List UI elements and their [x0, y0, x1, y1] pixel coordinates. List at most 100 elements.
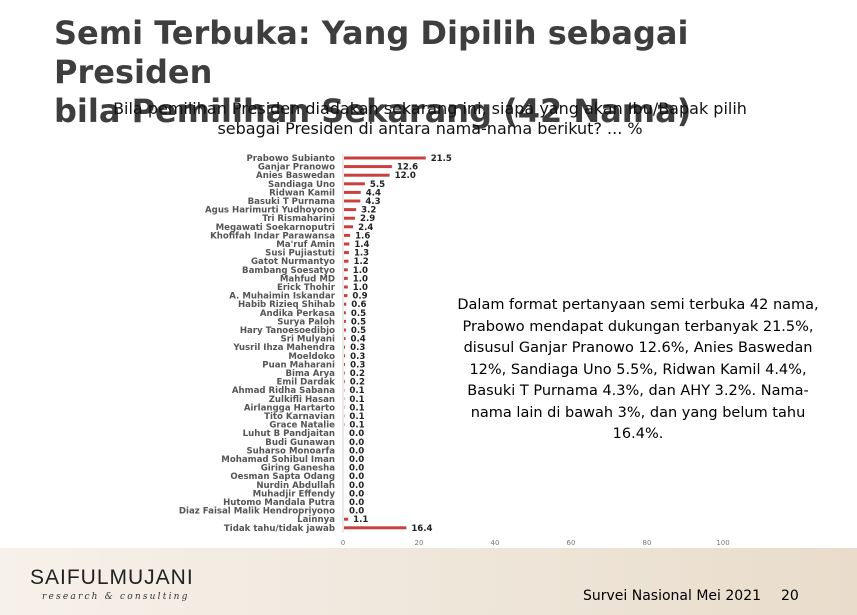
data-label: 0.2 [350, 378, 365, 388]
category-label: Muhadjir Effendy [253, 489, 336, 499]
data-label: 0.1 [349, 421, 364, 431]
bar [344, 285, 348, 289]
category-label: Luhut B Pandjaitan [243, 429, 335, 439]
category-label: Budi Gunawan [265, 438, 335, 448]
category-label: Emil Dardak [276, 378, 335, 388]
data-label: 0.0 [349, 438, 364, 448]
category-label: Ma'ruf Amin [276, 240, 335, 250]
category-label: Hutomo Mandala Putra [223, 498, 335, 508]
bar [344, 294, 348, 298]
data-label: 0.0 [349, 429, 364, 439]
category-label: Mohamad Sohibul Iman [221, 455, 335, 465]
data-label: 0.5 [351, 317, 366, 327]
bar [344, 354, 346, 358]
data-label: 0.1 [349, 386, 364, 396]
data-label: 0.1 [349, 403, 364, 413]
category-label: Tito Karnavian [264, 412, 335, 422]
data-label: 0.0 [349, 455, 364, 465]
category-label: Zulkifli Hasan [269, 395, 335, 405]
data-label: 1.6 [355, 231, 370, 241]
category-label: Mahfud MD [280, 274, 335, 284]
x-tick-label: 80 [643, 539, 652, 547]
bar [344, 173, 390, 177]
chart-question: Bila pemilihan Presiden diadakan sekaran… [60, 99, 800, 139]
category-label: Grace Natalie [269, 421, 335, 431]
data-label: 1.0 [353, 266, 368, 276]
bar [344, 362, 346, 366]
category-label: Sandiaga Uno [268, 180, 335, 190]
bar [344, 371, 345, 375]
category-label: Hary Tanoesoedibjo [240, 326, 335, 336]
category-label: Andika Perkasa [260, 309, 335, 319]
data-label: 1.2 [354, 257, 369, 267]
x-tick-label: 20 [415, 539, 424, 547]
title-line-2: bila Pemilihan Sekarang (42 Nama) [54, 92, 692, 130]
category-label: Moeldoko [288, 352, 335, 362]
title-line-1: Semi Terbuka: Yang Dipilih sebagai Presi… [54, 14, 689, 91]
data-label: 0.6 [351, 300, 366, 310]
category-label: Tidak tahu/tidak jawab [224, 524, 335, 534]
bar [344, 216, 356, 220]
data-label: 2.9 [360, 214, 375, 224]
data-label: 0.0 [349, 498, 364, 508]
bar [344, 311, 346, 315]
x-tick-label: 0 [341, 539, 345, 547]
data-label: 0.4 [351, 335, 366, 345]
category-label: Gatot Nurmantyo [251, 257, 335, 267]
data-label: 1.3 [354, 249, 369, 259]
x-tick-label: 60 [567, 539, 576, 547]
category-label: Nurdin Abdullah [256, 481, 335, 491]
bar [344, 345, 346, 349]
category-label: Giring Ganesha [261, 464, 335, 474]
data-label: 0.3 [350, 343, 365, 353]
bar [344, 233, 351, 237]
data-label: 0.1 [349, 412, 364, 422]
bar [344, 517, 349, 521]
bar [344, 208, 357, 212]
brand-logo: SAIFULMUJANI [30, 566, 194, 589]
data-label: 0.5 [351, 326, 366, 336]
data-label: 0.0 [349, 464, 364, 474]
bar [344, 268, 348, 272]
category-label: Anies Baswedan [256, 171, 335, 181]
bar [344, 242, 350, 246]
brand-tagline: research & consulting [42, 592, 190, 602]
category-label: Basuki T Purnama [248, 197, 336, 207]
data-label: 0.2 [350, 369, 365, 379]
category-label: Megawati Soekarnoputri [216, 223, 335, 233]
category-label: Puan Maharani [262, 360, 335, 370]
category-label: Khofifah Indar Parawansa [210, 231, 335, 241]
data-label: 16.4 [411, 524, 432, 534]
category-label: Surya Paloh [277, 317, 335, 327]
bar [344, 182, 365, 186]
data-label: 1.0 [353, 283, 368, 293]
category-label: Suharso Monoarfa [246, 446, 335, 456]
data-label: 4.3 [365, 197, 380, 207]
footer-band [0, 548, 857, 615]
bar [344, 165, 392, 169]
x-tick-label: 40 [491, 539, 500, 547]
data-label: 0.0 [349, 507, 364, 517]
category-label: A. Muhaimin Iskandar [229, 292, 336, 302]
data-label: 2.4 [358, 223, 373, 233]
data-label: 1.0 [353, 274, 368, 284]
bar-chart: Prabowo Subianto 21.5 Ganjar Pranowo 12.6 An… [179, 154, 730, 547]
survey-label: Survei Nasional Mei 2021 [583, 588, 762, 604]
data-label: 0.0 [349, 472, 364, 482]
x-tick-label: 100 [716, 539, 729, 547]
data-label: 0.0 [349, 481, 364, 491]
data-label: 3.2 [361, 206, 376, 216]
data-label: 1.1 [353, 515, 368, 525]
data-label: 12.0 [395, 171, 416, 181]
category-label: Oesman Sapta Odang [230, 472, 335, 482]
data-label: 5.5 [370, 180, 385, 190]
category-label: Bima Arya [285, 369, 335, 379]
data-label: 1.4 [354, 240, 369, 250]
category-label: Sri Mulyani [281, 335, 335, 345]
bar [344, 328, 346, 332]
bar [344, 319, 346, 323]
bar [344, 276, 348, 280]
bar [344, 259, 349, 263]
category-label: Habib Rizieq Shihab [238, 300, 335, 310]
data-label: 0.3 [350, 360, 365, 370]
